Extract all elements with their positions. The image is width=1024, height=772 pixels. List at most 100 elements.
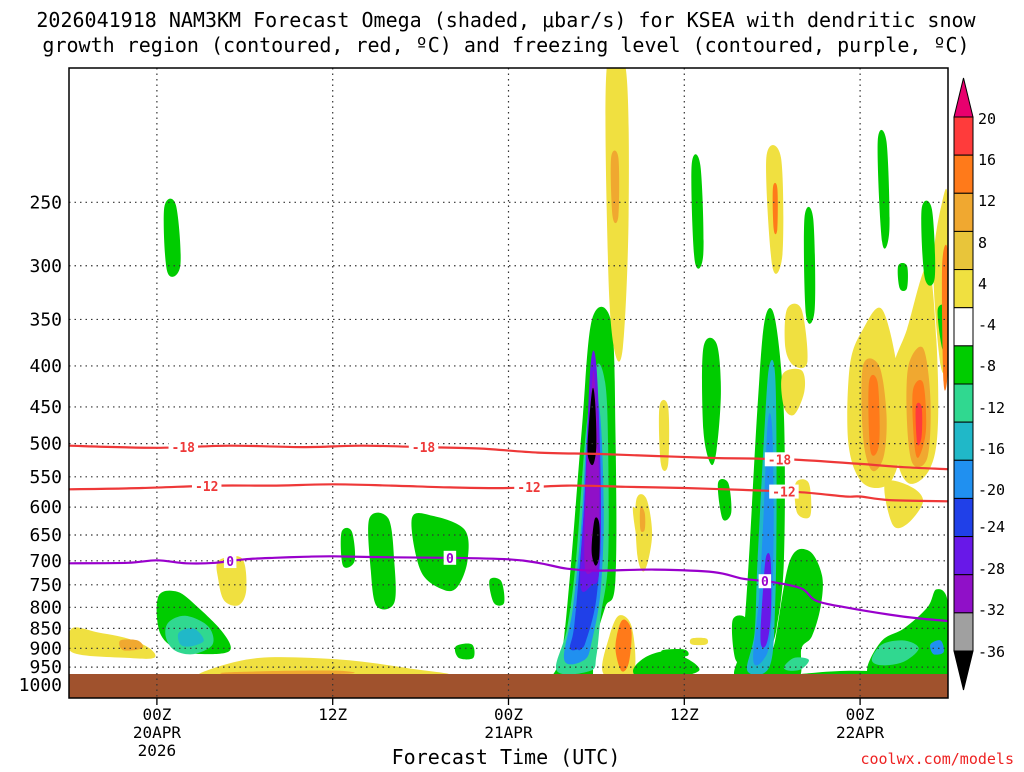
colorbar-box-6	[953, 345, 974, 385]
colorbar-label-0: 20	[978, 110, 996, 128]
omega-region-4	[220, 670, 355, 676]
contour-zero	[69, 555, 948, 623]
colorbar: 20 16 12 8 4 -4 -8 -12 -16 -20 -24 -28 -32 -36	[953, 77, 1005, 691]
colorbar-box-4	[953, 269, 974, 309]
chart-title-line-1: 2026041918 NAM3KM Forecast Omega (shaded…	[36, 8, 976, 32]
x-tick-label-0-1: 20APR	[133, 723, 182, 742]
credit-text: coolwx.com/models	[860, 750, 1014, 768]
contour-label-minus-12-0: -12	[195, 480, 218, 495]
y-tick-label-1000: 1000	[19, 675, 62, 696]
omega-region-51	[587, 387, 597, 466]
omega-region-29	[781, 368, 806, 416]
omega-region-32	[803, 206, 816, 324]
colorbar-box-11	[953, 536, 974, 576]
contour-label-minus-12-2: -12	[772, 486, 795, 501]
omega-region-20	[689, 637, 709, 646]
x-tick-label-24-1: 21APR	[484, 723, 533, 742]
colorbar-label-12: -32	[978, 601, 1005, 619]
colorbar-label-9: -20	[978, 481, 1005, 499]
contour-label-bg-minus-12-1	[514, 480, 544, 495]
contour-label-bg-zero-1	[443, 550, 457, 565]
y-tick-label-250: 250	[29, 192, 62, 213]
contour-label-minus-18-1: -18	[412, 441, 436, 456]
omega-region-9	[454, 643, 475, 660]
y-tick-label-350: 350	[29, 309, 62, 330]
colorbar-label-11: -28	[978, 560, 1005, 578]
contour-minus-12	[69, 483, 948, 503]
omega-region-7	[411, 512, 469, 592]
omega-region-39	[877, 129, 890, 249]
omega-region-52	[591, 517, 600, 566]
omega-region-10	[163, 198, 181, 277]
x-tick-label-0-0: 00Z	[142, 705, 171, 724]
y-tick-label-900: 900	[29, 638, 62, 659]
colorbar-box-8	[953, 421, 974, 461]
y-tick-label-500: 500	[29, 434, 62, 455]
colorbar-box-5	[953, 307, 974, 347]
y-tick-label-650: 650	[29, 525, 62, 546]
contour-label-bg-zero-2	[758, 574, 772, 589]
colorbar-label-1: 16	[978, 151, 996, 169]
colorbar-box-13	[953, 612, 974, 652]
x-tick-label-48-1: 22APR	[836, 723, 885, 742]
colorbar-label-6: -8	[978, 357, 996, 375]
y-tick-label-450: 450	[29, 397, 62, 418]
contour-label-zero-2: 0	[761, 575, 769, 590]
omega-region-36	[884, 480, 924, 529]
omega-region-44	[177, 628, 204, 647]
contour-label-bg-zero-0	[223, 554, 237, 569]
contour-label-bg-minus-18-0	[168, 440, 199, 455]
omega-region-13	[615, 619, 632, 672]
x-axis-title: Forecast Time (UTC)	[392, 745, 621, 768]
omega-region-68	[639, 506, 646, 533]
omega-region-59	[930, 640, 944, 655]
omega-region-66	[610, 150, 620, 224]
colorbar-label-4: 4	[978, 275, 987, 293]
omega-region-21	[691, 154, 704, 269]
x-tick-label-24-0: 00Z	[494, 705, 523, 724]
colorbar-box-3	[953, 230, 974, 271]
omega-region-19	[658, 399, 670, 472]
contour-minus-18	[69, 444, 948, 471]
omega-region-5	[340, 527, 356, 568]
omega-region-0	[69, 627, 156, 659]
omega-region-67	[772, 182, 778, 235]
contour-label-zero-1: 0	[446, 552, 454, 567]
temperature-contours: -18 -18 -18 -12 -12 -12 0 0 0	[69, 440, 948, 623]
omega-region-41	[921, 200, 936, 286]
x-tick-label-0-2: 2026	[138, 741, 177, 760]
contour-label-zero-0: 0	[226, 555, 234, 570]
x-tick-label-12-0: 12Z	[318, 705, 347, 724]
y-tick-label-700: 700	[29, 551, 62, 572]
colorbar-box-9	[953, 459, 974, 499]
colorbar-top-arrow	[953, 77, 974, 118]
colorbar-bottom-arrow	[953, 650, 974, 691]
y-tick-label-400: 400	[29, 356, 62, 377]
x-tick-label-48-0: 00Z	[846, 705, 875, 724]
contour-label-bg-minus-18-1	[408, 440, 439, 455]
colorbar-box-2	[953, 192, 974, 232]
omega-region-14	[633, 651, 700, 682]
omega-region-65	[941, 244, 948, 391]
contour-label-bg-minus-12-2	[769, 484, 799, 499]
y-tick-label-950: 950	[29, 657, 62, 678]
ground-layer	[69, 674, 948, 698]
omega-region-53	[575, 634, 585, 651]
contour-label-minus-18-2: -18	[768, 453, 792, 468]
chart-title-line-2: growth region (contoured, red, ºC) and f…	[42, 33, 969, 57]
contour-label-bg-minus-12-0	[191, 478, 222, 493]
omega-region-2	[216, 556, 247, 606]
y-tick-label-800: 800	[29, 597, 62, 618]
omega-region-40	[897, 262, 908, 292]
colorbar-label-5: -4	[978, 316, 996, 334]
y-axis-pressure-labels: 2503003504004505005506006507007508008509…	[19, 192, 62, 696]
contour-label-minus-18-0: -18	[172, 441, 196, 456]
y-tick-label-600: 600	[29, 497, 62, 518]
omega-region-31	[794, 479, 812, 519]
y-tick-label-550: 550	[29, 467, 62, 488]
omega-region-62	[868, 374, 880, 456]
colorbar-label-7: -12	[978, 399, 1005, 417]
